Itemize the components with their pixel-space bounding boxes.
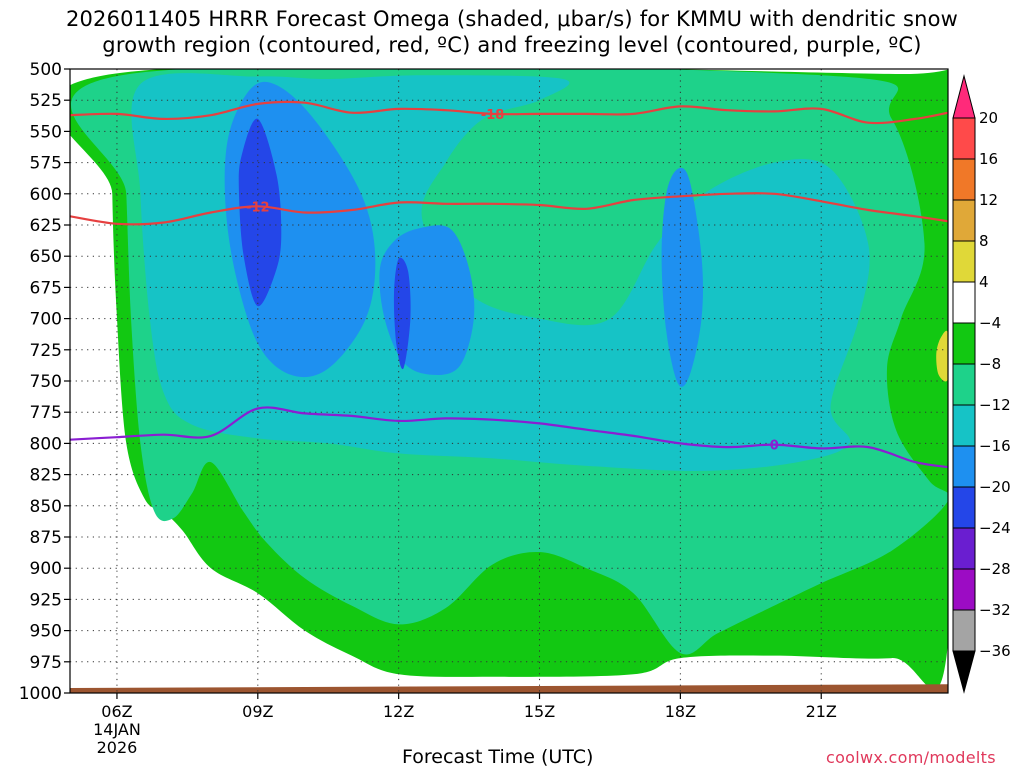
colorbar-label-10: −24 [979, 519, 1011, 537]
y-tick-label-925: 925 [30, 590, 62, 610]
chart-title-line2: growth region (contoured, red, ºC) and f… [102, 33, 922, 57]
colorbar-band-8 [952, 445, 976, 488]
colorbar-band-11 [952, 568, 976, 611]
y-tick-label-975: 975 [30, 653, 62, 673]
omega-region-6 [238, 118, 282, 307]
colorbar-label-11: −28 [979, 560, 1011, 578]
colorbar-label-13: −36 [979, 642, 1011, 660]
colorbar-label-0: 20 [979, 109, 998, 127]
colorbar-label-6: −8 [979, 355, 1001, 373]
x-tick-label-09Z: 09Z [242, 702, 273, 721]
y-axis: 500 525 550 575 600 625 650 675 700 725 750 775 800 8… [19, 60, 70, 704]
y-tick-label-825: 825 [30, 466, 62, 486]
x-axis-label: Forecast Time (UTC) [402, 746, 594, 768]
x-tick-year: 2026 [97, 738, 138, 757]
omega-shading [70, 69, 948, 690]
colorbar-label-7: −12 [979, 396, 1011, 414]
colorbar-bottom-arrow [952, 650, 976, 694]
x-tick-label-06Z: 06Z [101, 702, 132, 721]
colorbar-label-8: −16 [979, 437, 1011, 455]
x-tick-label-12Z: 12Z [383, 702, 414, 721]
y-tick-label-775: 775 [30, 403, 62, 423]
y-tick-label-675: 675 [30, 278, 62, 298]
y-tick-label-875: 875 [30, 528, 62, 548]
colorbar-band-5 [952, 322, 976, 365]
colorbar-top-arrow [952, 74, 976, 119]
colorbar-band-2 [952, 199, 976, 242]
y-tick-label-575: 575 [30, 154, 62, 174]
y-tick-label-625: 625 [30, 216, 62, 236]
y-tick-label-750: 750 [30, 372, 62, 392]
colorbar-label-5: −4 [979, 314, 1001, 332]
colorbar-band-3 [952, 240, 976, 283]
omega-region-5 [661, 167, 703, 387]
colorbar-band-10 [952, 527, 976, 570]
surface-ground [70, 684, 948, 693]
colorbar-band-12 [952, 609, 976, 652]
contour-label-1: -12 [246, 200, 270, 215]
colorbar-label-9: −20 [979, 478, 1011, 496]
y-tick-label-950: 950 [30, 622, 62, 642]
colorbar-band-7 [952, 404, 976, 447]
y-tick-label-1000: 1000 [19, 684, 62, 704]
colorbar-label-2: 12 [979, 191, 998, 209]
colorbar-label-4: 4 [979, 273, 989, 291]
y-tick-label-800: 800 [30, 434, 62, 454]
colorbar-band-4 [952, 281, 976, 324]
y-tick-label-900: 900 [30, 559, 62, 579]
y-tick-label-850: 850 [30, 497, 62, 517]
surface-band [70, 684, 948, 693]
x-tick-date: 14JAN [93, 720, 141, 739]
y-tick-label-525: 525 [30, 91, 62, 111]
contour-lines: -18 -12 0 [70, 100, 948, 469]
colorbar-label-3: 8 [979, 232, 989, 250]
y-tick-label-500: 500 [30, 60, 62, 80]
x-tick-label-21Z: 21Z [806, 702, 837, 721]
y-tick-label-600: 600 [30, 185, 62, 205]
y-tick-label-725: 725 [30, 341, 62, 361]
omega-region-7 [393, 257, 411, 370]
omega-region-8 [936, 330, 948, 382]
colorbar-band-9 [952, 486, 976, 529]
y-tick-label-700: 700 [30, 310, 62, 330]
y-tick-label-650: 650 [30, 247, 62, 267]
contour-label-0: -18 [481, 108, 505, 123]
y-tick-label-550: 550 [30, 122, 62, 142]
colorbar-label-1: 16 [979, 150, 998, 168]
grid-lines [70, 69, 948, 693]
colorbar-band-0 [952, 117, 976, 160]
contour-label-2: 0 [770, 439, 779, 454]
x-tick-label-15Z: 15Z [524, 702, 555, 721]
contour-line-1 [70, 192, 948, 226]
chart-title: 2026011405 HRRR Forecast Omega (shaded, … [0, 6, 1024, 58]
colorbar: 20 16 12 8 4 −4 −8 −12 −16 −20 −24 −28 −32 −36 [952, 74, 1011, 694]
x-tick-label-18Z: 18Z [665, 702, 696, 721]
colorbar-band-1 [952, 158, 976, 201]
chart-title-line1: 2026011405 HRRR Forecast Omega (shaded, … [65, 7, 959, 31]
colorbar-label-12: −32 [979, 601, 1011, 619]
contour-line-0 [70, 100, 948, 125]
credit-link[interactable]: coolwx.com/modelts [826, 748, 996, 767]
contour-line-2 [70, 406, 948, 469]
colorbar-band-6 [952, 363, 976, 406]
